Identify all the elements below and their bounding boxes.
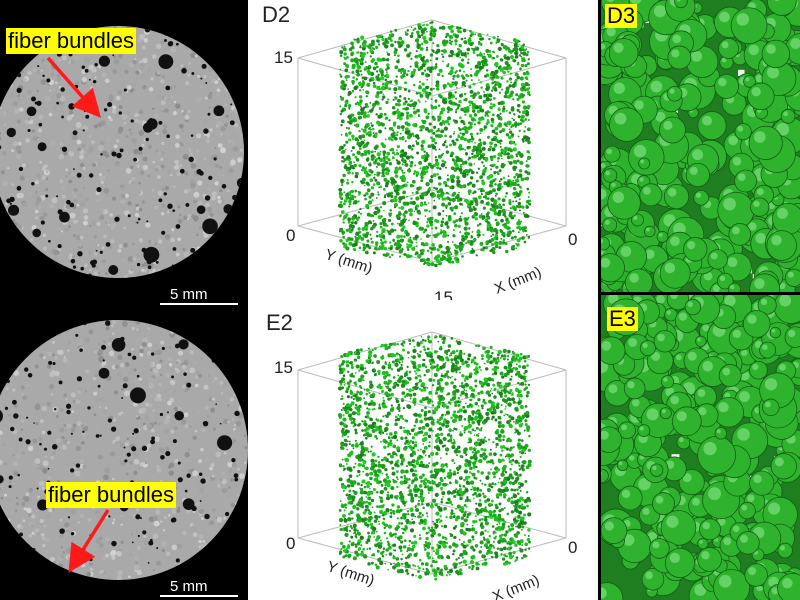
scale-bar-top [160, 303, 238, 305]
panel-label-d2: D2 [262, 2, 291, 27]
ct-slice-top: fiber bundles 5 mm [0, 0, 248, 306]
surface-render-top: D3 [598, 0, 800, 292]
fiber-bundles-arrow-bottom [68, 509, 110, 573]
z-max-tick-top: 15 [274, 48, 293, 67]
fiber-bundles-label-top: fiber bundles [6, 28, 136, 54]
pore-volume-bottom [297, 331, 567, 581]
volume-render-top: D2 15 0 0 15 Y (mm) X (mm) [248, 0, 598, 300]
surface-render-bottom: E3 [598, 292, 800, 600]
scale-bar-bottom [160, 595, 238, 597]
panel-label-e3: E3 [607, 306, 638, 331]
fiber-bundles-label-bottom: fiber bundles [46, 482, 176, 508]
ct-slice-bottom: fiber bundles 5 mm [0, 306, 248, 600]
panel-label-d3: D3 [605, 3, 638, 28]
bubble-surface-bottom [601, 295, 800, 600]
z-max-tick-bottom: 15 [274, 358, 293, 377]
panel-label-e2: E2 [266, 310, 293, 335]
x-min-tick-top: 0 [568, 230, 578, 249]
volume-render-bottom: E2 15 0 0 Y (mm) X (mm) [248, 300, 598, 600]
scale-bar-label-top: 5 mm [170, 286, 208, 303]
scale-bar-label-bottom: 5 mm [170, 578, 208, 595]
pore-volume-top [297, 19, 567, 268]
z-min-tick-top: 0 [286, 226, 296, 245]
x-max-tick-top: 15 [434, 288, 453, 300]
ct-slice-bottom-image [0, 320, 248, 580]
x-min-tick-bottom: 0 [568, 538, 578, 557]
z-min-tick-bottom: 0 [286, 534, 296, 553]
bubble-surface-top [601, 0, 800, 292]
ct-slice-top-image [0, 26, 244, 278]
fiber-bundles-arrow-top [46, 56, 101, 118]
